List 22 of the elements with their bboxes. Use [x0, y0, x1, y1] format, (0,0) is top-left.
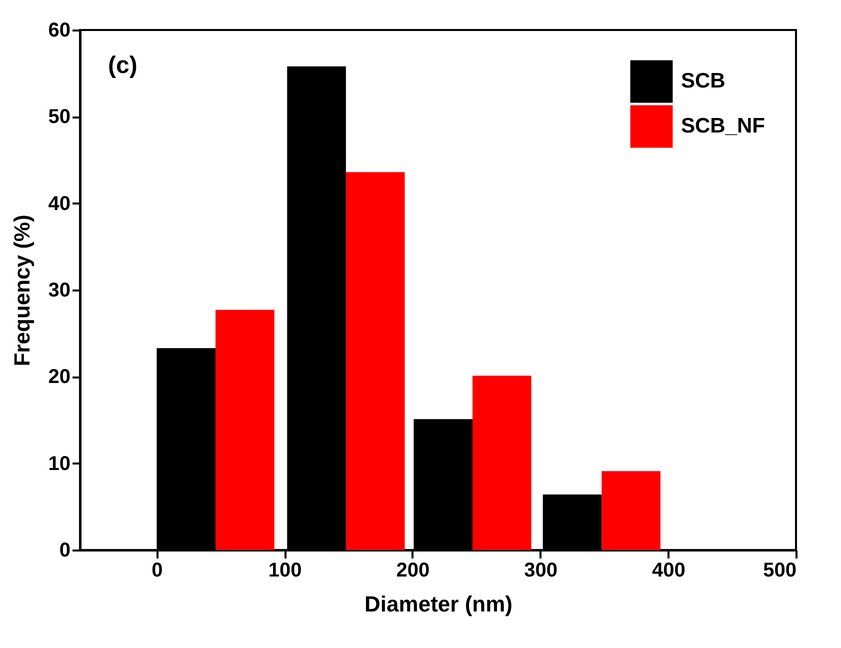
x-tick-label: 300	[524, 560, 558, 582]
y-tick-label: 60	[48, 20, 70, 42]
x-tick-label: 500	[763, 560, 796, 582]
bar	[216, 310, 274, 550]
x-tick-label: 100	[268, 560, 302, 582]
x-tick-label: 0	[152, 560, 163, 582]
y-tick-label: 10	[48, 452, 70, 475]
y-tick-label: 30	[48, 280, 70, 302]
bar	[472, 376, 532, 550]
y-axis-title: Frequency (%)	[9, 214, 34, 366]
y-tick-label: 0	[59, 540, 70, 562]
bar	[602, 471, 660, 550]
y-tick-label: 50	[48, 106, 70, 128]
y-tick-label: 40	[48, 192, 70, 215]
bar	[346, 172, 405, 550]
legend-label: SCB	[681, 70, 726, 92]
annotation: (c)	[108, 52, 138, 79]
x-axis-title: Diameter (nm)	[364, 592, 512, 616]
y-tick-label: 20	[48, 366, 70, 388]
legend-label: SCB_NF	[681, 114, 766, 138]
x-tick-label: 400	[652, 560, 686, 582]
x-tick-label: 200	[396, 560, 430, 582]
